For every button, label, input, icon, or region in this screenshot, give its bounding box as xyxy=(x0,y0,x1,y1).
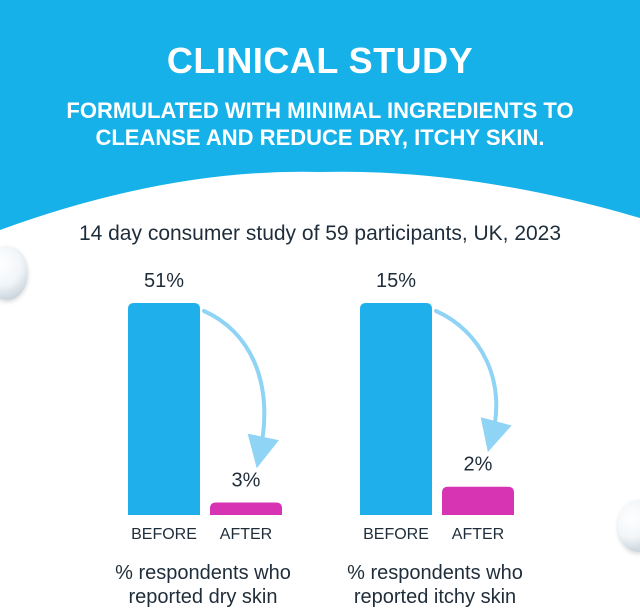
bar-before xyxy=(360,303,432,515)
data-label: 51% xyxy=(144,270,184,292)
chart-caption-dry-skin: % respondents who reported dry skin xyxy=(78,561,328,609)
caption-line: reported dry skin xyxy=(128,586,278,608)
category-label: AFTER xyxy=(452,526,504,543)
decrease-arrow xyxy=(434,309,512,453)
page-title: CLINICAL STUDY xyxy=(166,40,474,81)
category-label: BEFORE xyxy=(363,526,429,543)
header-wave-shape xyxy=(0,0,640,230)
study-description: 14 day consumer study of 59 participants… xyxy=(78,222,562,245)
data-label: 2% xyxy=(464,454,493,476)
bar-after xyxy=(442,486,514,515)
caption-line: % respondents who xyxy=(347,562,523,584)
caption-line: % respondents who xyxy=(115,562,291,584)
category-label: AFTER xyxy=(220,526,272,543)
category-label: BEFORE xyxy=(131,526,197,543)
page-subtitle: FORMULATED WITH MINIMAL INGREDIENTS TO C… xyxy=(66,98,574,150)
bar-before xyxy=(128,303,200,515)
caption-line: reported itchy skin xyxy=(353,586,517,608)
header-background xyxy=(0,0,640,230)
bar-after xyxy=(210,502,282,515)
data-label: 15% xyxy=(376,270,416,292)
decrease-arrow xyxy=(202,309,279,469)
water-droplet-right xyxy=(618,500,640,552)
data-label: 3% xyxy=(232,470,261,492)
chart-caption-itchy-skin: % respondents who reported itchy skin xyxy=(310,561,560,609)
